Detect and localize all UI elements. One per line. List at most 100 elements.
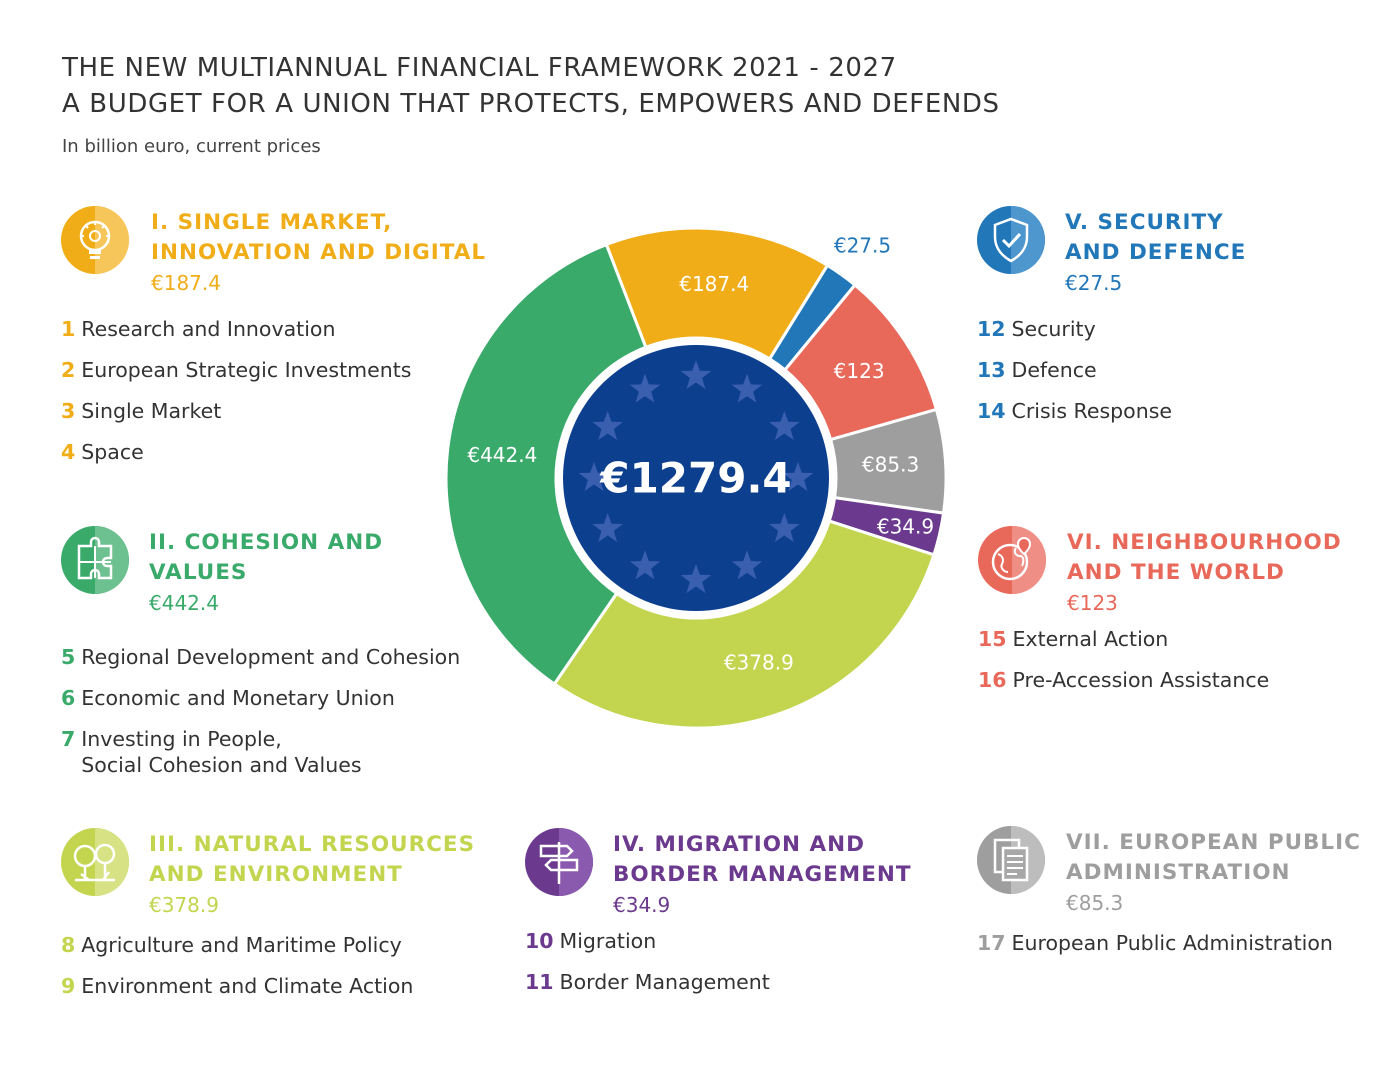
category-number: 13: [977, 358, 1006, 382]
heading-value: €187.4: [151, 271, 221, 295]
category-item: 9 Environment and Climate Action: [61, 973, 413, 999]
eu-star-icon: [629, 373, 661, 403]
category-item: 8 Agriculture and Maritime Policy: [61, 932, 413, 958]
category-item: 14 Crisis Response: [977, 398, 1172, 424]
category-item: 16 Pre-Accession Assistance: [978, 667, 1269, 693]
category-number: 15: [978, 627, 1007, 651]
category-label: Crisis Response: [1011, 399, 1172, 423]
slice-5: [552, 519, 936, 730]
category-number: 17: [977, 931, 1006, 955]
category-label: Border Management: [559, 970, 770, 994]
category-number: 7: [61, 727, 76, 751]
category-label: Regional Development and Cohesion: [81, 645, 461, 669]
eu-star-icon: [629, 550, 661, 580]
category-number: 10: [525, 929, 554, 953]
heading-name-line1: VI. NEIGHBOURHOOD: [1067, 530, 1342, 555]
category-label: Agriculture and Maritime Policy: [81, 933, 402, 957]
heading-value: €85.3: [1066, 891, 1124, 915]
heading-name-line2: ADMINISTRATION: [1066, 860, 1291, 885]
slice-label-0: €187.4: [679, 272, 749, 296]
heading-name-line1: V. SECURITY: [1065, 210, 1224, 235]
eu-star-icon: [680, 564, 712, 593]
heading-name-line2: AND ENVIRONMENT: [149, 862, 403, 887]
heading-name-line1: I. SINGLE MARKET,: [151, 210, 393, 235]
eu-star-icon: [769, 513, 800, 542]
category-item: 17 European Public Administration: [977, 930, 1333, 956]
slice-label-5: €378.9: [724, 651, 794, 675]
eu-star-icon: [680, 360, 712, 389]
heading-value: €27.5: [1065, 271, 1123, 295]
category-number: 3: [61, 399, 76, 423]
category-number: 12: [977, 317, 1006, 341]
title-line-2: A BUDGET FOR A UNION THAT PROTECTS, EMPO…: [62, 89, 1000, 119]
category-number: 9: [61, 974, 76, 998]
lightbulb-icon: [61, 206, 129, 274]
category-item: 13 Defence: [977, 357, 1172, 383]
donut-chart: €187.4 €27.5 €123 €85.3 €34.9 €378.9 €442.4 €1…: [444, 226, 948, 730]
category-label: European Public Administration: [1011, 931, 1333, 955]
heading-name-line1: II. COHESION AND: [149, 530, 384, 555]
total-label: €1279.4: [599, 454, 791, 503]
heading-cohesion: II. COHESION AND VALUES €442.4 5 Regional …: [61, 526, 460, 793]
globe-icon: [978, 526, 1046, 594]
eu-star-icon: [769, 411, 800, 440]
category-number: 14: [977, 399, 1006, 423]
heading-public-administration: VII. EUROPEAN PUBLIC ADMINISTRATION €85.3…: [977, 826, 1360, 971]
category-label: External Action: [1012, 627, 1169, 651]
heading-name-line2: BORDER MANAGEMENT: [613, 862, 912, 887]
shield-icon: [977, 206, 1045, 274]
slice-label-6: €442.4: [467, 443, 537, 467]
category-item: 2 European Strategic Investments: [61, 357, 411, 383]
eu-flag-center: [563, 345, 829, 611]
heading-name-line2: AND DEFENCE: [1065, 240, 1247, 265]
category-item: 7 Investing in People, Social Cohesion an…: [61, 726, 460, 778]
category-item: 10 Migration: [525, 928, 770, 954]
heading-security: V. SECURITY AND DEFENCE €27.5 12 Security 1…: [977, 206, 1245, 439]
category-label: Defence: [1011, 358, 1097, 382]
category-number: 11: [525, 970, 554, 994]
category-label: Single Market: [81, 399, 222, 423]
category-number: 2: [61, 358, 76, 382]
heading-migration: IV. MIGRATION AND BORDER MANAGEMENT €34.9…: [525, 828, 911, 1010]
category-item: 3 Single Market: [61, 398, 411, 424]
slice-label-3: €85.3: [862, 453, 919, 477]
heading-name-line2: VALUES: [149, 560, 248, 585]
category-number: 6: [61, 686, 76, 710]
category-item: 1 Research and Innovation: [61, 316, 411, 342]
heading-value: €34.9: [613, 893, 671, 917]
category-number: 8: [61, 933, 76, 957]
eu-star-icon: [782, 462, 814, 491]
category-number: 4: [61, 440, 76, 464]
eu-star-icon: [578, 462, 610, 491]
documents-icon: [977, 826, 1045, 894]
category-item: 15 External Action: [978, 626, 1269, 652]
category-number: 16: [978, 668, 1007, 692]
eu-star-icon: [592, 411, 623, 440]
category-item: 11 Border Management: [525, 969, 770, 995]
category-item: 12 Security: [977, 316, 1172, 342]
category-number: 5: [61, 645, 76, 669]
heading-value: €378.9: [149, 893, 219, 917]
heading-name-line1: IV. MIGRATION AND: [613, 832, 865, 857]
slice-6: [444, 242, 648, 687]
category-label: Economic and Monetary Union: [81, 686, 395, 710]
category-label: Investing in People, Social Cohesion and…: [81, 727, 362, 777]
heading-natural-resources: III. NATURAL RESOURCES AND ENVIRONMENT €3…: [61, 828, 474, 1014]
heading-name-line1: III. NATURAL RESOURCES: [149, 832, 476, 857]
title-line-1: THE NEW MULTIANNUAL FINANCIAL FRAMEWORK …: [62, 53, 897, 83]
category-item: 5 Regional Development and Cohesion: [61, 644, 460, 670]
eu-star-icon: [731, 550, 763, 580]
category-label: European Strategic Investments: [81, 358, 412, 382]
slice-label-2: €123: [834, 359, 885, 383]
heading-single-market: I. SINGLE MARKET, INNOVATION AND DIGITAL …: [61, 206, 485, 480]
category-number: 1: [61, 317, 76, 341]
heading-value: €123: [1067, 591, 1118, 615]
category-label: Security: [1011, 317, 1096, 341]
heading-name-line2: INNOVATION AND DIGITAL: [151, 240, 487, 265]
category-item: 4 Space: [61, 439, 411, 465]
heading-value: €442.4: [149, 591, 219, 615]
category-label: Research and Innovation: [81, 317, 336, 341]
heading-name-line2: AND THE WORLD: [1067, 560, 1285, 585]
category-label: Space: [81, 440, 144, 464]
heading-neighbourhood: VI. NEIGHBOURHOOD AND THE WORLD €123 15 Ex…: [978, 526, 1341, 708]
